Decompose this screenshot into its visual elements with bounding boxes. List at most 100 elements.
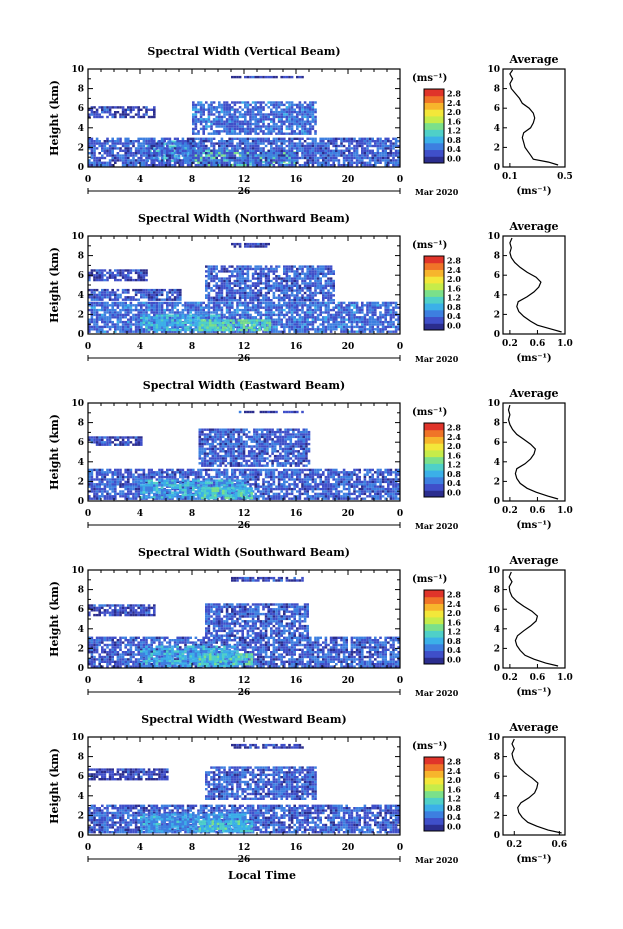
echo-cell	[119, 468, 122, 472]
echo-cell	[142, 278, 146, 282]
echo-cell	[303, 132, 307, 135]
echo-cell	[350, 156, 354, 160]
echo-cell	[262, 270, 265, 273]
echo-cell	[158, 152, 161, 155]
echo-cell	[290, 132, 294, 135]
echo-cell	[264, 277, 268, 280]
echo-cell	[335, 156, 338, 160]
echo-cell	[215, 159, 218, 162]
echo-cell	[267, 142, 270, 145]
echo-cell	[192, 140, 195, 143]
echo-cell	[371, 144, 374, 148]
echo-cell	[124, 113, 127, 116]
echo-cell	[166, 159, 169, 162]
echo-cell	[158, 328, 161, 332]
echo-cell	[231, 265, 234, 268]
echo-cell	[153, 320, 156, 324]
echo-cells	[88, 75, 400, 167]
echo-cell	[153, 296, 156, 299]
echo-cell	[293, 147, 296, 150]
echo-cell	[106, 291, 109, 294]
echo-cell	[257, 245, 260, 248]
echo-cell	[132, 330, 135, 333]
echo-cell	[236, 289, 239, 292]
echo-cell	[389, 142, 393, 145]
echo-cell	[101, 328, 104, 331]
echo-cell	[153, 161, 156, 164]
echo-cell	[298, 301, 302, 305]
echo-cell	[160, 316, 164, 320]
colorbar-tick-label: 2.4	[447, 98, 461, 108]
echo-cell	[270, 120, 273, 123]
day-label: 26	[238, 187, 251, 197]
echo-cell	[145, 311, 148, 314]
echo-cell	[233, 154, 237, 157]
echo-cell	[111, 316, 114, 319]
echo-cell	[348, 149, 351, 152]
echo-cell	[231, 106, 234, 109]
echo-cell	[142, 144, 146, 148]
echo-cell	[127, 276, 130, 279]
echo-cell	[168, 152, 172, 155]
echo-cell	[202, 120, 205, 123]
echo-cell	[306, 287, 309, 290]
echo-cell	[324, 164, 328, 167]
echo-cell	[103, 308, 107, 312]
echo-cell	[303, 304, 307, 307]
echo-cell	[168, 296, 172, 299]
echo-cell	[242, 321, 246, 325]
echo-cell	[202, 301, 205, 305]
echo-cell	[108, 144, 112, 148]
echo-cell	[324, 152, 328, 155]
echo-cell	[283, 113, 286, 116]
echo-cell	[345, 159, 348, 162]
echo-cell	[368, 304, 372, 307]
echo-cell	[366, 144, 369, 148]
echo-cell	[358, 156, 361, 160]
echo-cell	[215, 468, 218, 472]
echo-cell	[394, 328, 398, 331]
echo-cell	[134, 152, 138, 155]
echo-cell	[229, 319, 233, 322]
echo-cell	[366, 311, 369, 314]
echo-cell	[225, 127, 229, 131]
echo-cell	[277, 318, 281, 321]
echo-cell	[93, 304, 96, 307]
echo-cell	[264, 132, 268, 135]
echo-cell	[145, 149, 148, 152]
echo-cell	[306, 277, 309, 280]
echo-cell	[348, 301, 351, 305]
echo-cell	[314, 267, 317, 271]
echo-cell	[251, 242, 255, 246]
echo-cell	[246, 113, 250, 116]
echo-cell	[311, 152, 315, 155]
echo-cell	[197, 161, 200, 164]
echo-cell	[145, 326, 148, 329]
echo-cell	[186, 159, 190, 162]
echo-cell	[309, 468, 312, 472]
echo-cell	[244, 130, 247, 133]
echo-cell	[194, 103, 198, 107]
echo-cell	[309, 304, 312, 307]
avg-frame	[502, 68, 566, 168]
echo-cell	[257, 113, 260, 116]
echo-cell	[205, 287, 208, 290]
echo-cell	[124, 328, 127, 331]
echo-cell	[387, 161, 390, 164]
echo-cell	[241, 125, 244, 128]
echo-cell	[270, 103, 273, 107]
echo-cell	[134, 471, 138, 474]
echo-cell	[322, 156, 325, 160]
echo-cell	[238, 137, 242, 140]
echo-cell	[254, 153, 257, 157]
echo-cell	[363, 320, 367, 324]
echo-cell	[101, 291, 104, 294]
echo-cell	[231, 272, 234, 275]
echo-cell	[257, 275, 260, 278]
echo-cell	[179, 291, 182, 294]
echo-cell	[246, 144, 250, 148]
echo-cell	[306, 284, 309, 287]
echo-cell	[244, 152, 247, 155]
echo-cell	[179, 152, 182, 155]
echo-cell	[249, 110, 252, 114]
